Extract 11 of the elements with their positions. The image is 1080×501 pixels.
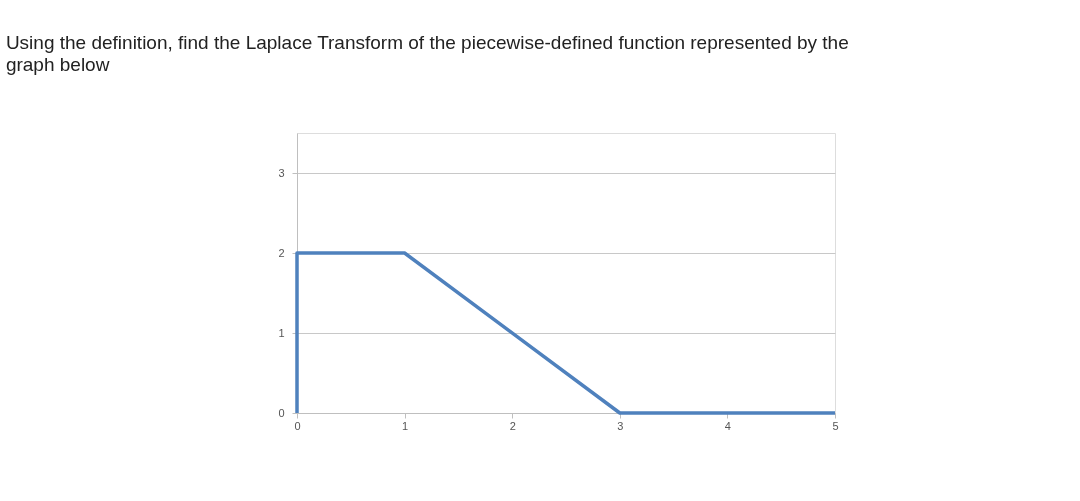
y-tick-label: 2 [278, 246, 285, 259]
x-tick-label: 5 [832, 419, 839, 432]
y-tick-label: 1 [278, 326, 285, 339]
x-tick-label: 1 [402, 419, 409, 432]
x-tick-label: 3 [617, 419, 624, 432]
y-tick-label: 0 [278, 406, 285, 419]
x-tick-label: 0 [294, 419, 301, 432]
x-tick-label: 2 [509, 419, 516, 432]
chart-title: Using the definition, find the Laplace Transform of the piecewise-defined function represented by the graph below [5, 32, 849, 75]
x-tick-label: 4 [724, 419, 731, 432]
y-tick-label: 3 [278, 166, 285, 179]
